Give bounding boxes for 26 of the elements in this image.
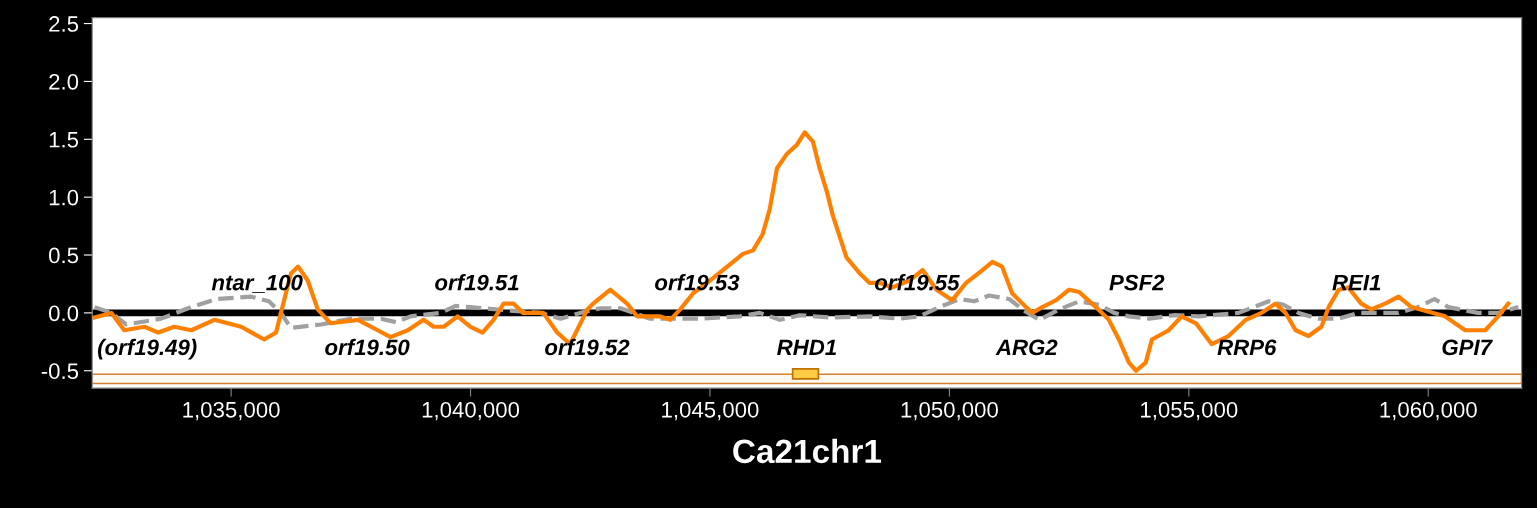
annotation: ARG2: [995, 339, 1058, 356]
annotation: (orf19.49): [97, 338, 197, 360]
x-tick-label: 1,060,000: [1380, 401, 1477, 421]
line-series: [92, 130, 1511, 373]
annotation: RHD1: [777, 339, 836, 355]
annotation: RRP6: [1217, 339, 1277, 356]
line-series: [92, 293, 1521, 331]
x-tick-label: 1,055,000: [1141, 401, 1238, 421]
y-tick-label: 2.0: [49, 73, 79, 90]
y-tick-label: 2.5: [49, 16, 79, 32]
x-tick-label: 1,050,000: [901, 401, 998, 421]
annotation: orf19.50: [325, 338, 410, 356]
annotation: GPI7: [1442, 339, 1493, 356]
annotation: orf19.52: [545, 338, 630, 356]
annotation: orf19.51: [435, 274, 519, 291]
x-tick-label: 1,040,000: [422, 401, 520, 421]
annotation: REI1: [1332, 274, 1381, 291]
y-tick-label: -0.5: [41, 363, 79, 380]
y-tick-label: 0.5: [49, 247, 79, 264]
x-tick-label: 1,035,000: [183, 401, 280, 421]
y-tick-label: 1.5: [49, 132, 79, 148]
y-tick-label: 0.0: [49, 305, 79, 322]
y-tick-label: 1.0: [49, 189, 79, 206]
annotation: PSF2: [1109, 274, 1165, 291]
x-tick-label: 1,045,000: [662, 401, 759, 421]
x-axis-title: Ca21chr1: [733, 438, 882, 464]
